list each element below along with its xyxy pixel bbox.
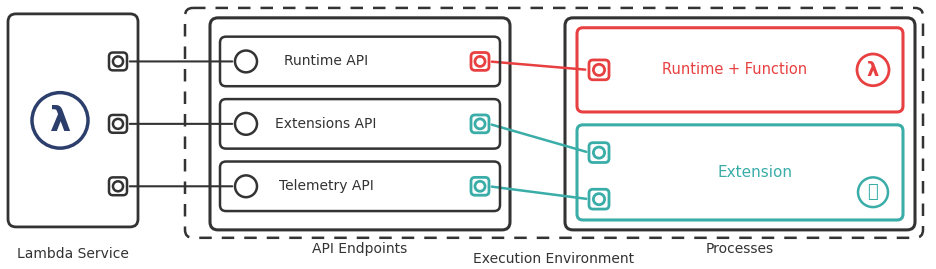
Text: Extension: Extension [717,165,792,180]
Text: Runtime API: Runtime API [284,54,368,68]
Text: λ: λ [50,105,70,138]
Text: Runtime + Function: Runtime + Function [662,62,807,77]
Text: Extensions API: Extensions API [275,117,376,131]
Text: Lambda Service: Lambda Service [17,247,129,261]
Text: API Endpoints: API Endpoints [312,242,407,256]
Text: Processes: Processes [705,242,773,256]
Text: Execution Environment: Execution Environment [473,252,634,266]
Text: ⏻: ⏻ [867,183,877,201]
Text: λ: λ [866,61,878,80]
Text: Telemetry API: Telemetry API [278,179,373,193]
